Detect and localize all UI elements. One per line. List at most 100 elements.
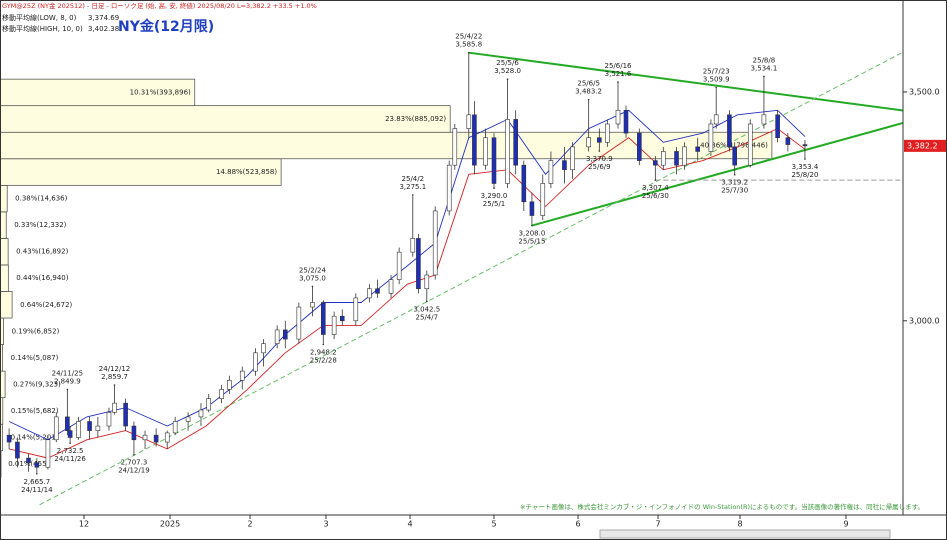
x-tick-label: 7 xyxy=(655,520,660,529)
annotation-date: 25/4/22 xyxy=(455,33,482,41)
profile-bar xyxy=(0,238,9,266)
legend-label: 移動平均線(LOW, 8, 0) xyxy=(2,13,77,22)
candle-body xyxy=(674,151,679,166)
annotation-value: 3,534.1 xyxy=(751,64,778,72)
profile-bar xyxy=(0,158,282,186)
y-tick-label: 3,000.0 xyxy=(909,316,940,325)
legend-label: 移動平均線(HIGH, 10, 0) xyxy=(2,24,83,33)
candle-body xyxy=(53,416,59,441)
trendline xyxy=(39,51,904,506)
profile-label: 0.19%(6,852) xyxy=(12,327,60,335)
candle-body xyxy=(206,398,212,411)
profile-label: 0.15%(5,682) xyxy=(11,407,59,415)
x-tick-label: 2 xyxy=(247,520,252,529)
profile-label: 10.31%(393,896) xyxy=(130,88,191,96)
candle-body xyxy=(219,389,224,399)
annotation-date: 25/6/5 xyxy=(577,80,600,88)
annotation-point xyxy=(587,98,590,101)
candle-body xyxy=(570,146,575,171)
candle-body xyxy=(521,164,527,203)
candle-body xyxy=(424,274,430,290)
candle-body xyxy=(416,238,421,290)
candle-body xyxy=(708,123,714,152)
annotation-value: 3,353.4 xyxy=(792,163,819,171)
profile-label: 0.14%(5,201) xyxy=(11,433,59,441)
candle-body xyxy=(623,109,629,134)
annotation-value: 3,307.4 xyxy=(642,184,669,192)
annotation-date: 25/4/7 xyxy=(416,313,439,321)
candle-body xyxy=(483,137,488,166)
annotation-value: 3,208.0 xyxy=(519,230,546,238)
annotation-point xyxy=(36,472,38,475)
candle-body xyxy=(605,123,610,143)
candle-body xyxy=(106,412,112,427)
candle-body xyxy=(452,128,458,166)
candle-body xyxy=(296,306,302,340)
annotation-value: 3,483.2 xyxy=(575,88,602,96)
candle-body xyxy=(198,409,204,418)
annotation-value: 3,370.9 xyxy=(586,155,613,163)
scrollbar[interactable] xyxy=(599,529,891,539)
profile-bar xyxy=(0,105,451,133)
chart-subtitle: GYM@25Z (NY金 202512) - 日足 - ローソク足 (始, 高,… xyxy=(2,1,317,10)
candle-body xyxy=(153,434,159,443)
x-tick-label: 6 xyxy=(575,520,580,529)
candle-body xyxy=(615,109,621,125)
candle-body xyxy=(274,329,280,344)
trendline xyxy=(468,51,904,112)
candle-body xyxy=(540,183,546,216)
profile-label: 0.44%(16,940) xyxy=(16,274,68,282)
candle-body xyxy=(653,160,658,166)
annotation-date: 24/12/19 xyxy=(118,467,149,475)
candle-body xyxy=(446,164,452,212)
profile-bar xyxy=(0,131,773,160)
annotation-date: 24/12/12 xyxy=(99,365,130,373)
candle-body xyxy=(775,114,780,139)
annotation-point xyxy=(733,173,736,176)
candle-body xyxy=(375,288,380,294)
annotation-point xyxy=(426,300,428,303)
candle-body xyxy=(367,288,372,299)
annotation-point xyxy=(506,78,509,80)
annotation-date: 25/5/6 xyxy=(496,59,519,67)
profile-label: 0.38%(14,636) xyxy=(15,195,67,203)
annotation-point xyxy=(412,194,414,196)
annotation-value: 2,859.7 xyxy=(101,373,128,381)
candle-body xyxy=(388,279,394,294)
candle-body xyxy=(15,441,20,459)
annotation-date: 25/6/9 xyxy=(588,163,611,171)
candle-body xyxy=(331,315,337,335)
profile-label: 0.33%(12,332) xyxy=(14,221,66,229)
candle-body xyxy=(660,151,666,166)
x-tick-label: 3 xyxy=(323,520,328,529)
annotation-point xyxy=(69,442,71,445)
candle-body xyxy=(466,114,472,129)
candle-body xyxy=(586,137,591,148)
x-tick-label: 8 xyxy=(737,520,742,529)
candle-body xyxy=(472,114,477,166)
annotation-date: 25/4/2 xyxy=(402,175,425,183)
candle-body xyxy=(87,421,92,431)
last-price-label: 3,382.2 xyxy=(907,141,938,150)
profile-label: 0.43%(16,892) xyxy=(16,248,68,256)
candle-body xyxy=(597,137,602,143)
candle-body xyxy=(682,146,687,166)
candle-body xyxy=(761,114,767,125)
profile-bar xyxy=(0,184,8,213)
annotation-date: 24/11/25 xyxy=(52,369,83,377)
candle-body xyxy=(432,210,438,276)
profile-label: 40.86%(1,796,446) xyxy=(700,142,768,150)
profile-label: 0.14%(5,087) xyxy=(11,354,59,362)
y-tick-label: 3,500.0 xyxy=(909,87,940,96)
candle-body xyxy=(95,425,101,431)
profile-bar xyxy=(0,291,13,319)
annotation-date: 24/11/26 xyxy=(54,455,86,463)
candle-body xyxy=(45,439,51,468)
candle-body xyxy=(185,416,191,422)
candle-body xyxy=(67,430,73,438)
annotation-point xyxy=(531,224,533,227)
x-tick-label: 9 xyxy=(843,520,848,529)
profile-bar xyxy=(0,264,9,292)
candle-body xyxy=(548,160,554,184)
profile-label: 0.64%(24,672) xyxy=(20,301,72,309)
